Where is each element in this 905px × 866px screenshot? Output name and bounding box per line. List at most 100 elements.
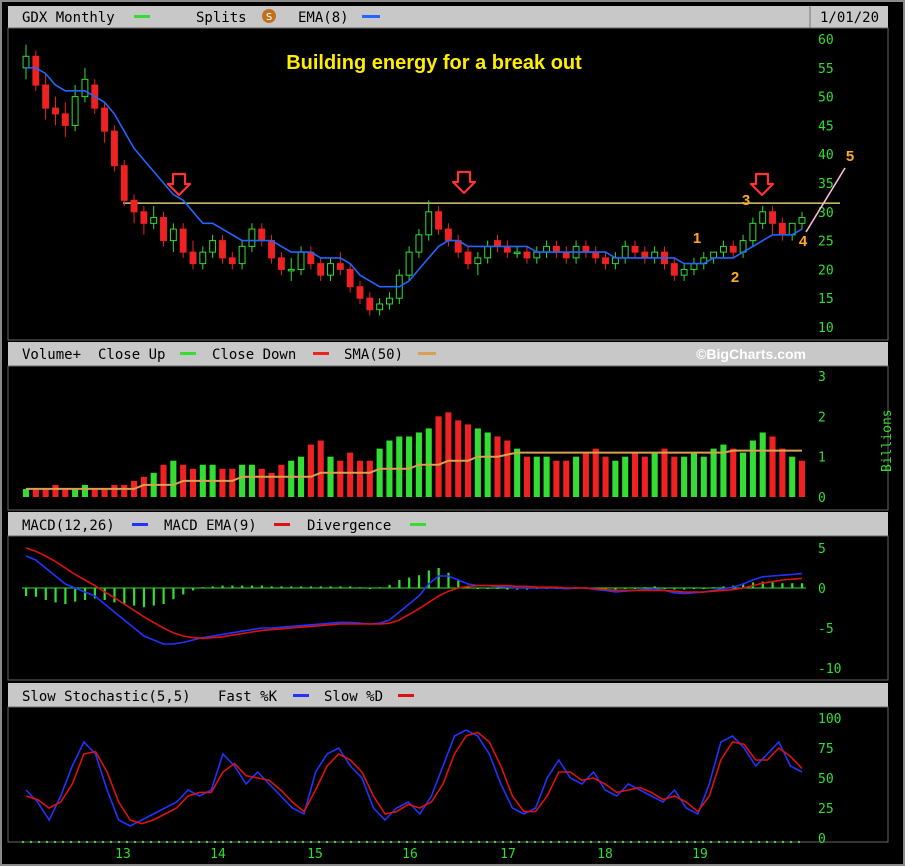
- candle-body: [631, 245, 639, 253]
- volume-tick-label: 0: [818, 491, 826, 506]
- divergence-bar: [781, 583, 784, 588]
- candle-body: [464, 251, 472, 265]
- candle-body: [22, 55, 30, 69]
- candle-body: [209, 240, 217, 253]
- divergence-bar: [162, 588, 165, 604]
- candle-body: [415, 234, 423, 253]
- candle-body: [150, 217, 158, 224]
- divergence-bar: [241, 585, 244, 588]
- divergence-bar: [103, 588, 106, 600]
- volume-bar: [337, 460, 344, 497]
- divergence-bar: [64, 588, 67, 604]
- divergence-bar: [398, 580, 401, 588]
- x-tick-label: 18: [597, 847, 613, 862]
- volume-bar: [22, 488, 30, 497]
- volume-bar: [494, 436, 501, 497]
- divergence-bar: [683, 588, 686, 590]
- macd-legend-ema: MACD EMA(9): [164, 518, 257, 534]
- candle-body: [219, 240, 226, 259]
- chart-date: 1/01/20: [820, 10, 879, 26]
- macd-tick-label: -10: [818, 662, 841, 677]
- candle-body: [179, 228, 187, 253]
- divergence-bar: [653, 586, 656, 588]
- candle-body: [444, 228, 452, 242]
- candle-body: [356, 286, 364, 299]
- macd-legend-divergence: Divergence: [307, 518, 391, 534]
- volume-bar: [160, 464, 167, 497]
- divergence-bar: [260, 585, 263, 588]
- price-tick-label: 25: [818, 235, 834, 250]
- ema-line: [26, 67, 803, 288]
- down-arrow-icon: [451, 170, 477, 195]
- splits-legend-label: Splits: [196, 10, 247, 26]
- price-tick-label: 50: [818, 91, 834, 106]
- divergence-bar: [83, 588, 87, 600]
- volume-bar: [759, 432, 766, 497]
- wave-label-5: 5: [846, 148, 854, 165]
- candle-body: [484, 245, 492, 259]
- volume-bar: [248, 464, 255, 497]
- candle-body: [425, 211, 433, 236]
- volume-bar: [121, 484, 128, 497]
- volume-tick-label: 2: [818, 410, 826, 425]
- candle-body: [778, 222, 786, 236]
- macd-legend-macd: MACD(12,26): [22, 518, 115, 534]
- stoch-header-bar: [8, 683, 888, 707]
- divergence-bar: [722, 586, 725, 588]
- divergence-bar: [791, 583, 794, 588]
- x-axis: 13 14 15 16 17 18 19: [115, 847, 708, 862]
- volume-bar: [62, 488, 69, 497]
- divergence-bar: [44, 588, 47, 600]
- divergence-bar: [614, 588, 617, 590]
- volume-bar: [671, 456, 678, 497]
- divergence-bar: [93, 588, 96, 599]
- price-tick-label: 45: [818, 119, 834, 134]
- candle-body: [160, 217, 167, 242]
- volume-bar: [376, 448, 383, 497]
- volume-bar: [769, 436, 776, 497]
- volume-tick-label: 1: [818, 451, 826, 466]
- candle-body: [759, 211, 767, 224]
- macd-tick-label: -5: [818, 622, 834, 637]
- volume-bar: [356, 460, 364, 497]
- divergence-bar: [427, 570, 430, 588]
- candle-body: [690, 263, 698, 270]
- volume-bar: [710, 448, 717, 497]
- volume-legend-sma: SMA(50): [344, 347, 403, 363]
- volume-bar: [749, 440, 756, 497]
- volume-bar: [229, 468, 236, 497]
- candle-body: [641, 251, 649, 259]
- divergence-bar: [300, 586, 303, 588]
- candle-body: [552, 245, 560, 253]
- volume-bar: [425, 428, 432, 497]
- volume-bar: [278, 464, 285, 497]
- divergence-bar: [182, 588, 185, 595]
- volume-bar: [582, 452, 589, 497]
- candle-body: [670, 263, 678, 276]
- candle-body: [749, 222, 757, 242]
- candle-body: [719, 245, 727, 253]
- stoch-y-axis: 100 75 50 25 0: [818, 712, 841, 847]
- volume-bar: [612, 460, 619, 497]
- divergence-bar: [447, 572, 450, 588]
- watermark: ©BigCharts.com: [696, 346, 806, 362]
- volume-plot-frame: [7, 365, 889, 511]
- volume-bar: [307, 444, 314, 497]
- divergence-bar: [54, 588, 57, 603]
- macd-swatch: [132, 523, 148, 526]
- candle-body: [140, 211, 148, 224]
- candle-body: [130, 199, 138, 213]
- candle-body: [189, 251, 197, 265]
- x-tick-label: 15: [307, 847, 323, 862]
- volume-sma-swatch: [418, 352, 436, 355]
- divergence-bar: [250, 585, 254, 588]
- price-tick-label: 20: [818, 263, 834, 278]
- divergence-bar: [231, 585, 234, 588]
- stoch-tick-label: 25: [818, 802, 834, 817]
- candle-body: [435, 211, 443, 230]
- volume-bar: [661, 448, 668, 497]
- candle-body: [228, 257, 236, 265]
- volume-bar: [779, 448, 786, 497]
- macd-header-bar: [8, 512, 888, 536]
